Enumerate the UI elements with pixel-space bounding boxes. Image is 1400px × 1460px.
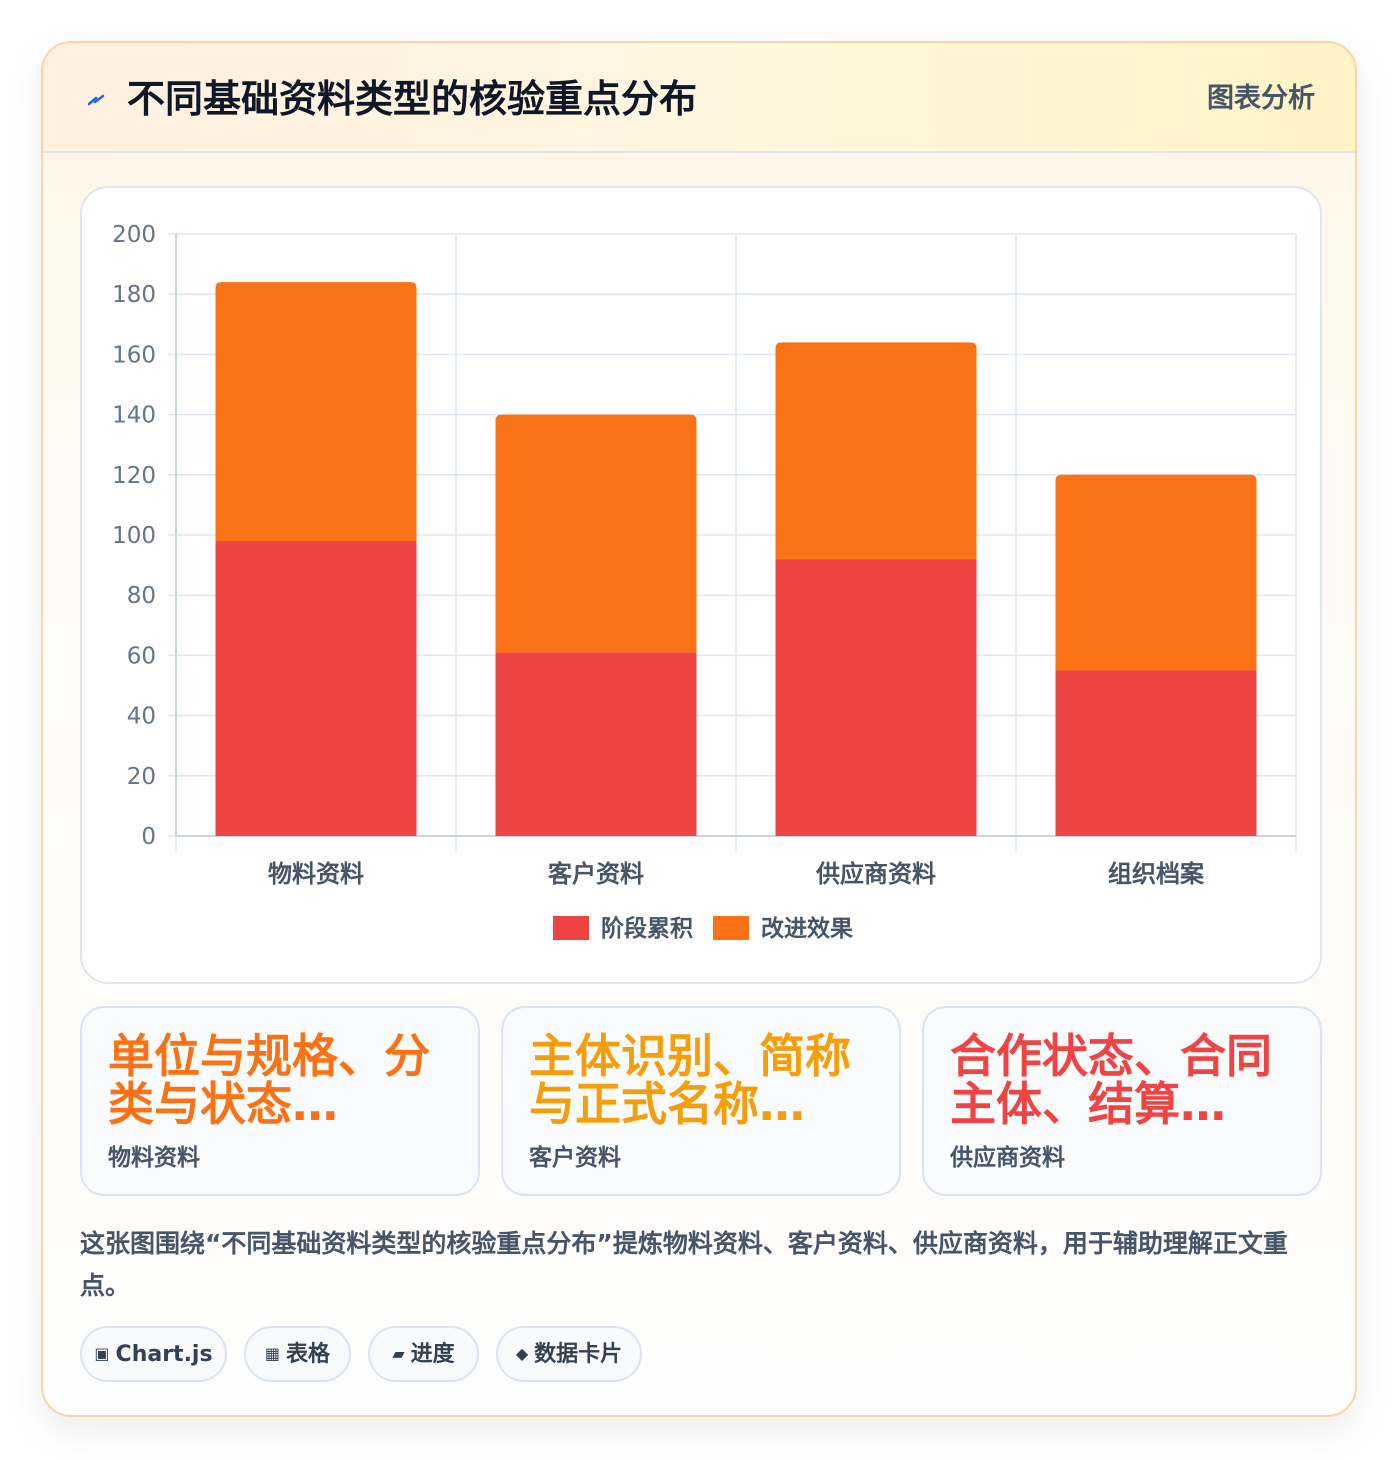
tag-chartjs[interactable]: ▣ Chart.js xyxy=(80,1326,227,1382)
y-tick-label: 140 xyxy=(112,403,156,429)
header-tag: 图表分析 xyxy=(1207,83,1315,114)
bar-segment xyxy=(495,652,697,836)
legend-label: 阶段累积 xyxy=(601,915,693,942)
x-tick-label: 客户资料 xyxy=(548,860,644,888)
tag-label: 表格 xyxy=(286,1342,331,1367)
tag-label: 进度 xyxy=(410,1342,455,1367)
stat-value: 主体识别、简称与正式名称… xyxy=(529,1032,851,1128)
tag-label: 数据卡片 xyxy=(534,1342,623,1367)
bar-segment xyxy=(495,414,697,653)
bar-segment xyxy=(1055,474,1257,671)
y-tick-label: 100 xyxy=(112,523,156,549)
tag-data-card[interactable]: ◆ 数据卡片 xyxy=(496,1326,642,1382)
bar-segment xyxy=(1055,670,1257,836)
bar-segment xyxy=(215,282,417,542)
progress-icon: ▰ xyxy=(392,1344,405,1363)
legend-swatch xyxy=(713,916,749,940)
y-tick-label: 200 xyxy=(112,222,156,248)
stat-value: 合作状态、合同主体、结算… xyxy=(950,1032,1272,1128)
stat-label: 供应商资料 xyxy=(950,1145,1065,1171)
y-tick-label: 80 xyxy=(127,583,156,609)
stat-card: 主体识别、简称与正式名称… 客户资料 xyxy=(501,1006,901,1196)
tag-progress[interactable]: ▰ 进度 xyxy=(368,1326,479,1382)
tag-label: Chart.js xyxy=(115,1342,213,1367)
card-header: 不同基础资料类型的核验重点分布 图表分析 xyxy=(43,43,1355,153)
stat-value: 单位与规格、分类与状态… xyxy=(108,1032,430,1128)
y-tick-label: 60 xyxy=(127,643,156,669)
chart-card: 不同基础资料类型的核验重点分布 图表分析 0 20 40 60 80 100 120 140 1… xyxy=(41,41,1357,1417)
chart-icon: ▣ xyxy=(94,1344,110,1363)
legend-label: 改进效果 xyxy=(761,915,853,942)
bar-segment xyxy=(775,342,977,560)
bar-chart: 0 20 40 60 80 100 120 140 160 180 200 物料资料 客户资料 供应商资料… xyxy=(112,222,1297,942)
bar-segment xyxy=(775,559,977,836)
x-tick-label: 物料资料 xyxy=(268,860,364,888)
stat-label: 客户资料 xyxy=(529,1145,621,1171)
x-tick-label: 组织档案 xyxy=(1108,860,1205,888)
page-title: 不同基础资料类型的核验重点分布 xyxy=(127,77,698,121)
y-tick-label: 180 xyxy=(112,282,156,308)
table-icon: ▦ xyxy=(264,1344,281,1363)
bar-segment xyxy=(215,541,417,836)
chart-description: 这张图围绕“不同基础资料类型的核验重点分布”提炼物料资料、客户资料、供应商资料，… xyxy=(80,1229,1288,1300)
x-tick-label: 供应商资料 xyxy=(815,860,936,888)
y-tick-label: 0 xyxy=(141,824,156,850)
diamond-icon: ◆ xyxy=(515,1344,529,1363)
y-tick-label: 40 xyxy=(127,704,156,730)
stat-card: 单位与规格、分类与状态… 物料资料 xyxy=(80,1006,480,1196)
y-tick-label: 160 xyxy=(112,342,156,368)
legend-swatch xyxy=(553,916,589,940)
stat-card: 合作状态、合同主体、结算… 供应商资料 xyxy=(922,1006,1322,1196)
chart-panel: 0 20 40 60 80 100 120 140 160 180 200 物料资料 客户资料 供应商资料… xyxy=(80,186,1322,984)
tag-table[interactable]: ▦ 表格 xyxy=(244,1326,351,1382)
lightning-icon xyxy=(87,94,105,106)
stat-label: 物料资料 xyxy=(108,1145,200,1171)
y-tick-label: 120 xyxy=(112,463,156,489)
y-tick-label: 20 xyxy=(127,764,156,790)
